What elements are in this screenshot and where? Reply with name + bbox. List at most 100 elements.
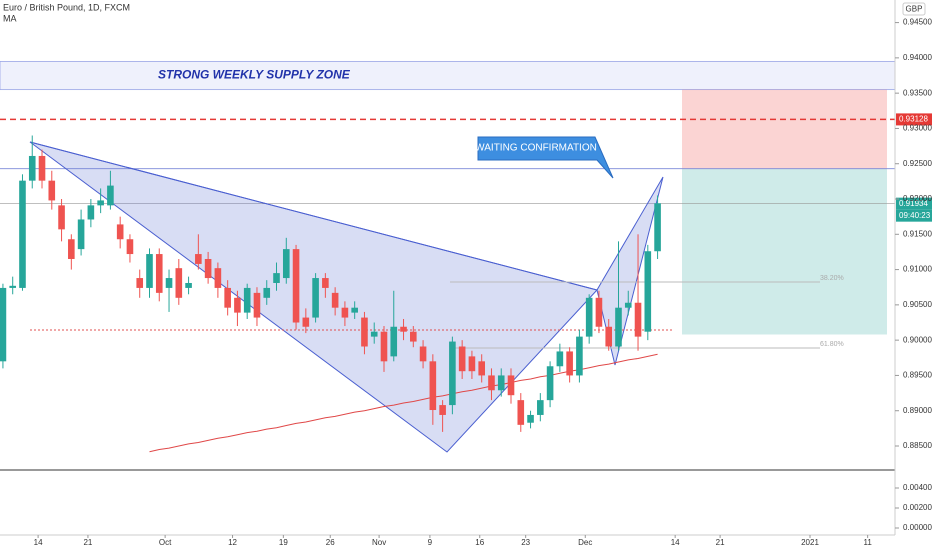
x-tick-label: 12 <box>228 538 237 547</box>
candle-body <box>556 351 564 367</box>
candle-body <box>68 239 75 259</box>
currency-label: GBP <box>906 5 923 14</box>
candle-body <box>634 302 642 337</box>
candle-body <box>87 205 95 220</box>
x-tick-label: 2021 <box>801 538 819 547</box>
x-tick-label: 9 <box>428 538 433 547</box>
y-tick-label: 0.93500 <box>903 88 932 97</box>
countdown-box <box>896 209 932 222</box>
candle-body <box>419 346 427 362</box>
candle-body <box>576 336 583 376</box>
candle-body <box>341 307 349 318</box>
candle-body <box>312 278 319 318</box>
candle-body <box>351 307 358 313</box>
candle-body <box>644 251 652 332</box>
indicator-label: MA <box>3 13 17 23</box>
x-tick-label: 21 <box>83 538 92 547</box>
candle-body <box>48 180 56 201</box>
candle-body <box>488 375 495 391</box>
pane-tick-label: 0.00200 <box>903 503 932 512</box>
candle-body <box>136 278 144 288</box>
candle-body <box>468 356 476 372</box>
candle-body <box>400 326 407 332</box>
candle-body <box>370 331 378 337</box>
candle-body <box>234 297 241 313</box>
y-tick-label: 0.90000 <box>903 335 932 344</box>
candle-body <box>624 302 632 308</box>
price-tag-label: 0.93128 <box>899 115 928 124</box>
candle-body <box>507 375 515 396</box>
candle-body <box>410 331 417 342</box>
y-tick-label: 0.88500 <box>903 441 932 450</box>
harmonic-xb <box>29 141 598 291</box>
candle-body <box>165 278 173 288</box>
y-tick-label: 0.89000 <box>903 406 932 415</box>
candle-body <box>527 414 534 423</box>
y-tick-label: 0.92500 <box>903 159 932 168</box>
candle-body <box>116 224 124 240</box>
y-tick-label: 0.93000 <box>903 124 932 133</box>
candle-body <box>439 405 446 415</box>
x-tick-label: 14 <box>34 538 43 547</box>
candle-body <box>449 341 456 406</box>
candle-body <box>605 326 613 347</box>
candle-body <box>361 317 368 347</box>
y-tick-label: 0.90500 <box>903 300 932 309</box>
candle-body <box>537 400 544 415</box>
x-tick-label: 11 <box>863 538 872 547</box>
currency-badge[interactable] <box>902 2 926 16</box>
candle-body <box>107 185 114 206</box>
candle-body <box>380 331 388 362</box>
fib-label: 61.80% <box>820 341 844 348</box>
y-tick-label: 0.91500 <box>903 229 932 238</box>
y-tick-label: 0.89500 <box>903 371 932 380</box>
candle-body <box>9 285 17 288</box>
candle-body <box>302 317 310 327</box>
candle-body <box>322 278 329 288</box>
candle-body <box>654 203 661 252</box>
candle-body <box>615 307 622 347</box>
candle-body <box>458 346 466 372</box>
candle-body <box>224 287 231 308</box>
price-tag-label: 0.91934 <box>899 199 928 208</box>
candle-body <box>0 287 7 362</box>
candle-body <box>263 287 271 298</box>
x-tick-label: Nov <box>372 538 386 547</box>
candle-body <box>253 292 261 318</box>
candle-body <box>175 268 183 298</box>
x-tick-label: 21 <box>716 538 725 547</box>
countdown: 09:40:23 <box>899 211 931 220</box>
candle-body <box>282 249 290 279</box>
candle-body <box>38 155 46 181</box>
candle-body <box>478 361 485 376</box>
pane-tick-label: 0.00400 <box>903 483 932 492</box>
candle-body <box>429 361 437 411</box>
pane-tick-label: 0.00000 <box>903 523 932 532</box>
candle-body <box>19 180 26 288</box>
supply-zone-label: STRONG WEEKLY SUPPLY ZONE <box>158 68 351 82</box>
callout-box <box>477 136 614 179</box>
candle-body <box>390 326 398 357</box>
stop-zone <box>682 89 887 169</box>
candle-body <box>566 351 573 376</box>
candle-body <box>97 200 104 206</box>
symbol-title: Euro / British Pound, 1D, FXCM <box>3 2 130 12</box>
candle-body <box>126 239 134 255</box>
candle-body <box>214 268 222 288</box>
candle-body <box>273 273 280 283</box>
x-tick-label: 16 <box>475 538 484 547</box>
candle-body <box>195 254 202 264</box>
candle-body <box>497 375 505 391</box>
y-tick-label: 0.92000 <box>903 194 932 203</box>
candle-body <box>331 292 339 308</box>
candle-body <box>595 297 603 327</box>
target-zone <box>682 168 887 335</box>
candle-body <box>204 258 212 279</box>
candle-body <box>292 249 300 323</box>
candle-body <box>185 282 192 288</box>
x-tick-label: Oct <box>159 538 172 547</box>
y-tick-label: 0.94000 <box>903 53 932 62</box>
x-tick-label: 19 <box>279 538 288 547</box>
